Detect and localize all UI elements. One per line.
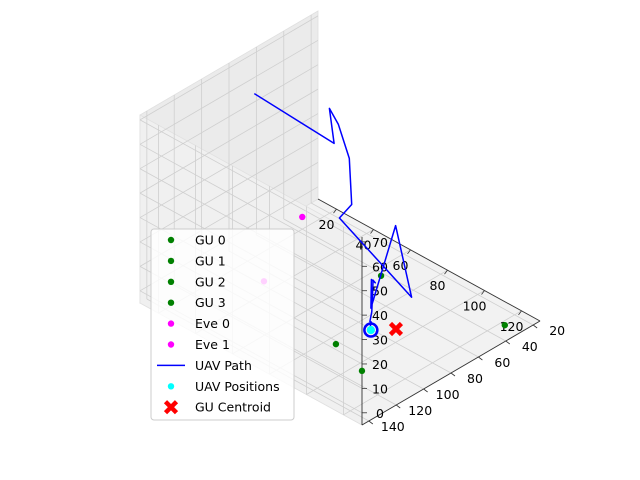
x-tick-label: 60	[393, 258, 409, 273]
x-tick-label: 20	[319, 217, 335, 232]
series-gu-1	[501, 321, 509, 329]
x-axis-line	[317, 198, 541, 322]
legend-swatch-dot	[167, 278, 175, 285]
series-gu-3	[332, 340, 340, 348]
z-grid-back	[139, 64, 319, 170]
y-tick-label: 60	[494, 355, 510, 370]
legend-swatch-dot	[167, 257, 175, 265]
legend-item-uav-path: UAV Path	[157, 358, 252, 373]
z-tick-label: 10	[372, 381, 388, 396]
y-tick-label: 80	[467, 371, 483, 386]
y-tick-mark	[450, 372, 456, 377]
z-grid-back	[139, 137, 319, 243]
data-point	[299, 213, 306, 221]
data-point	[358, 367, 366, 375]
legend-item-gu-3: GU 3	[167, 295, 226, 310]
legend-label: GU 3	[195, 295, 226, 310]
y-tick-mark	[423, 388, 428, 393]
z-tick-label: 30	[372, 333, 388, 348]
legend-item-gu-1: GU 1	[167, 253, 226, 268]
series-gu-0	[358, 367, 366, 375]
legend-item-eve-1: Eve 1	[167, 337, 230, 352]
y-tick-label: 120	[408, 403, 432, 418]
z-grid-back	[139, 15, 319, 121]
legend-swatch-dot	[167, 299, 175, 306]
x-tick-mark	[444, 269, 448, 275]
legend: GU 0 GU 1 GU 2 GU 3 Eve 0 Eve 1 UAV Path UAV Po…	[150, 228, 295, 421]
legend-label: GU Centroid	[195, 400, 271, 415]
legend-item-gu-0: GU 0	[167, 233, 226, 248]
z-grid-side	[139, 143, 363, 267]
plot-data	[253, 92, 509, 375]
data-point	[332, 340, 340, 348]
z-tick-label: 40	[372, 308, 388, 323]
x-tick-mark	[518, 310, 522, 316]
series-gu-centroid	[388, 321, 404, 337]
centroid-marker	[388, 321, 404, 337]
legend-item-uav-positions: UAV Positions	[167, 379, 280, 394]
z-tick-label: 20	[372, 357, 388, 372]
data-point	[501, 321, 509, 329]
legend-item-gu-centroid: GU Centroid	[163, 400, 271, 415]
legend-label: Eve 0	[195, 316, 230, 331]
legend-item-eve-0: Eve 0	[167, 316, 230, 331]
legend-label: UAV Path	[195, 358, 252, 373]
legend-item-gu-2: GU 2	[167, 274, 226, 289]
uav-path-line	[253, 92, 413, 331]
z-grid-back	[139, 88, 319, 194]
x-tick-mark	[370, 229, 374, 234]
legend-swatch-dot	[167, 383, 175, 390]
x-tick-mark	[407, 249, 411, 255]
y-grid-floor	[310, 202, 534, 326]
legend-label: UAV Positions	[195, 379, 280, 394]
legend-label: Eve 1	[195, 337, 230, 352]
y-tick-label: 40	[522, 339, 538, 354]
y-tick-mark	[478, 356, 483, 361]
legend-swatch-dot	[167, 320, 175, 327]
uav-position-point	[366, 326, 375, 335]
y-tick-mark	[532, 324, 538, 329]
legend-swatch-x	[163, 400, 179, 415]
legend-box	[150, 228, 295, 421]
z-grid-back	[139, 113, 319, 218]
legend-label: GU 2	[195, 274, 226, 289]
y-tick-label: 140	[381, 419, 405, 434]
y-tick-label: 100	[436, 387, 460, 402]
y-tick-mark	[368, 420, 374, 425]
series-eve-0	[299, 213, 306, 221]
z-grid-back	[139, 39, 319, 145]
z-tick-label: 70	[372, 235, 388, 250]
legend-swatch-dot	[167, 236, 175, 244]
z-tick-label: 50	[372, 284, 388, 299]
legend-label: GU 0	[195, 233, 226, 248]
y-tick-mark	[505, 340, 511, 345]
x-tick-mark	[333, 208, 337, 214]
z-tick-label: 0	[376, 406, 384, 421]
x-tick-mark	[481, 290, 485, 295]
series-uav-path	[253, 92, 413, 331]
uav-hover-ring	[363, 322, 379, 338]
y-tick-mark	[395, 404, 401, 409]
x-tick-label: 100	[463, 299, 487, 314]
z-grid-side	[139, 119, 363, 243]
x-tick-label: 80	[430, 278, 446, 293]
y-grid-floor	[283, 218, 506, 342]
legend-label: GU 1	[195, 253, 226, 268]
legend-swatch-dot	[167, 341, 175, 348]
y-tick-label: 20	[549, 323, 565, 338]
